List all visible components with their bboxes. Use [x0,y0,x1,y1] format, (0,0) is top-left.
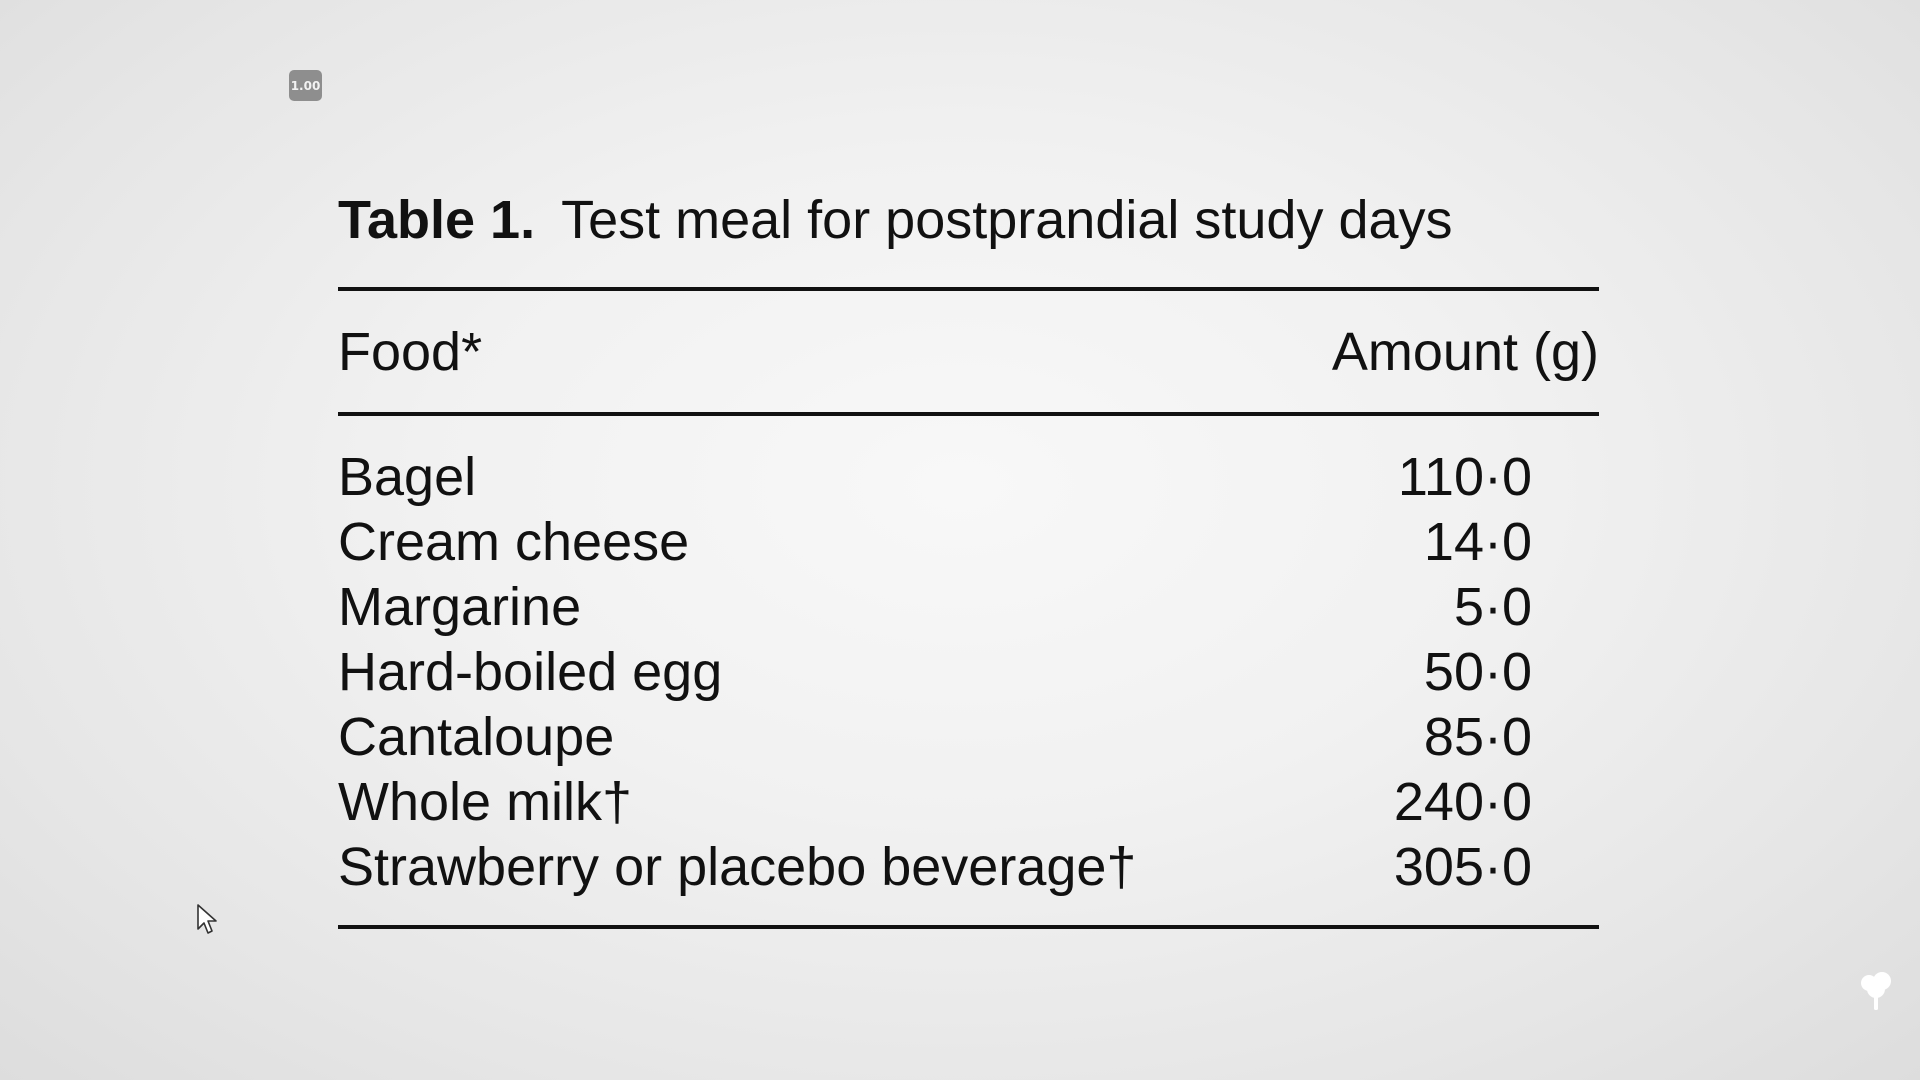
table-row: Whole milk† 240·0 [338,769,1599,834]
food-cell: Bagel [338,446,477,507]
zoom-level-badge[interactable]: 1.00 [289,70,322,101]
table-row: Strawberry or placebo beverage† 305·0 [338,834,1599,899]
amount-cell: 305·0 [1393,836,1532,897]
table-row: Cantaloupe 85·0 [338,704,1599,769]
table-label: Table 1. [338,190,536,250]
amount-cell: 110·0 [1397,446,1532,507]
amount-cell: 5·0 [1453,576,1532,637]
amount-cell: 50·0 [1423,641,1532,702]
table-bottom-rule [338,925,1599,929]
table-caption: Table 1. Test meal for postprandial study… [338,180,1599,260]
food-cell: Cream cheese [338,511,690,572]
food-cell: Whole milk† [338,771,633,832]
amount-cell: 240·0 [1393,771,1532,832]
tree-icon[interactable] [1858,970,1894,1012]
food-cell: Hard-boiled egg [338,641,723,702]
table-row: Hard-boiled egg 50·0 [338,639,1599,704]
amount-cell: 14·0 [1423,511,1532,572]
food-cell: Strawberry or placebo beverage† [338,836,1137,897]
header-amount: Amount (g) [1331,321,1599,382]
table-top-rule [338,287,1599,291]
data-table: Table 1. Test meal for postprandial study… [338,180,1599,929]
header-food: Food* [338,321,483,382]
table-header-row: Food* Amount (g) [338,291,1599,412]
table-row: Cream cheese 14·0 [338,509,1599,574]
table-row: Bagel 110·0 [338,444,1599,509]
table-row: Margarine 5·0 [338,574,1599,639]
food-cell: Margarine [338,576,582,637]
table-body: Bagel 110·0 Cream cheese 14·0 Margarine … [338,416,1599,925]
table-title: Test meal for postprandial study days [561,190,1453,250]
amount-cell: 85·0 [1423,706,1532,767]
food-cell: Cantaloupe [338,706,615,767]
table-header-rule [338,412,1599,416]
mouse-pointer-icon [197,904,217,934]
